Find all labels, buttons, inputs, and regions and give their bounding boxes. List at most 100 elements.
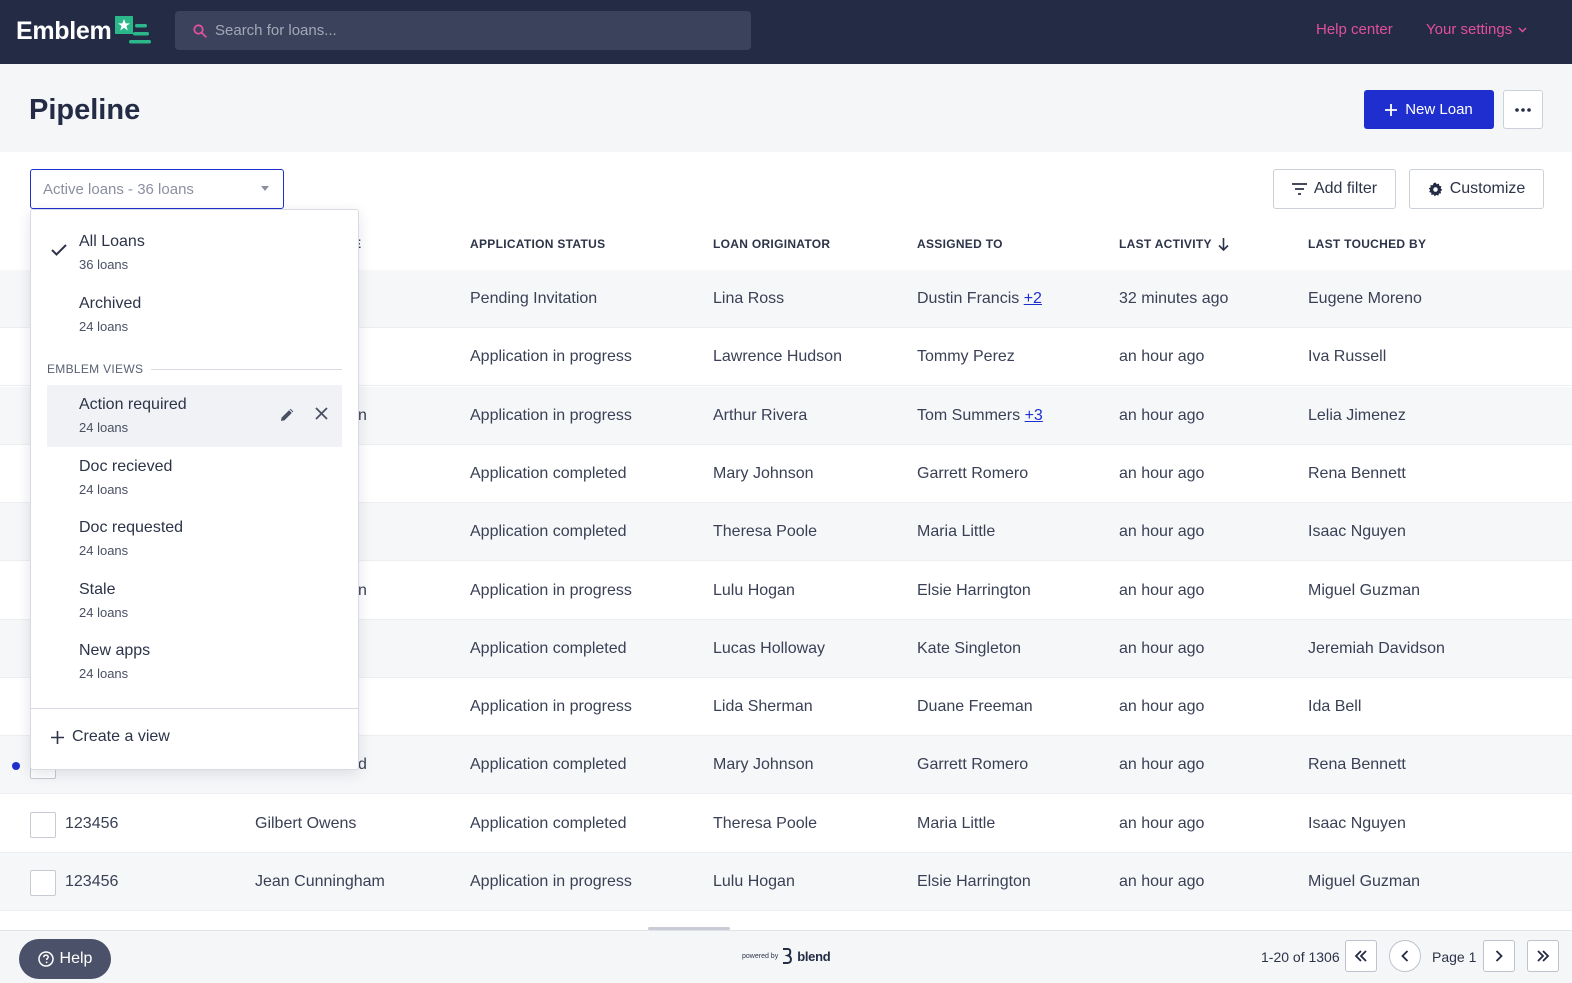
cell-borrower-text: Gilbert Owens [255,814,357,832]
search-icon [193,23,207,38]
chevron-right-icon [1495,950,1503,962]
cell-borrower: Jean Cunningham [255,873,385,891]
last-page-button[interactable] [1527,940,1559,972]
menu-view-action-required[interactable]: Action required 24 loans [47,385,342,447]
column-header-status[interactable]: APPLICATION STATUS [470,237,606,251]
cell-originator: Lida Sherman [713,698,813,716]
add-filter-label: Add filter [1313,180,1378,197]
menu-view-new-apps[interactable]: New apps 24 loans [47,631,342,693]
top-navbar: Emblem Help center Your settings [0,0,1572,64]
column-header-activity[interactable]: LAST ACTIVITY [1119,237,1229,251]
cell-activity: an hour ago [1119,815,1204,833]
search-bar [175,11,751,50]
ellipsis-icon [1515,107,1531,112]
views-dropdown-menu: All Loans 36 loans Archived 24 loans EMB… [30,209,359,770]
question-circle-icon [37,951,54,967]
column-header-touched[interactable]: LAST TOUCHED BY [1308,237,1427,251]
cell-activity-text: an hour ago [1119,348,1205,366]
settings-menu[interactable]: Your settings [1426,21,1527,38]
pencil-icon[interactable] [280,407,295,422]
emblem-logo[interactable]: Emblem [16,14,153,48]
cell-originator-text: Lulu Hogan [713,873,795,890]
menu-item-all-loans[interactable]: All Loans 36 loans [47,222,342,284]
menu-item-label: Action required [79,396,187,413]
cell-loan-id-text: 123456 [65,873,119,890]
cell-touched: Rena Bennett [1308,756,1406,774]
new-loan-button[interactable]: New Loan [1364,90,1494,129]
cell-originator: Theresa Poole [713,523,817,541]
table-row[interactable]: Application in progress Lawrence Hudson To… [0,328,1572,387]
cell-assigned-text: Tom Summers [917,406,1021,424]
double-chevron-right-icon [1537,950,1550,962]
cell-borrower: n [358,407,367,425]
row-checkbox[interactable] [30,811,56,838]
table-row[interactable]: Application completed Mary Johnson Garrett… [0,445,1572,503]
previous-page-button[interactable] [1389,940,1421,972]
table-row[interactable]: 123456 Jean Cunningham Application in prog… [0,853,1572,911]
chevron-down-icon [1518,26,1527,33]
view-select-dropdown[interactable]: Active loans - 36 loans [30,169,284,209]
unread-indicator [12,762,20,771]
help-center-link[interactable]: Help center [1316,21,1393,38]
cell-activity-text: an hour ago [1119,581,1205,599]
add-filter-button[interactable]: Add filter [1273,169,1396,209]
cell-loan-id: 123456 [65,815,118,833]
cell-originator-text: Lina Ross [713,290,785,307]
menu-item-count: 24 loans [79,482,129,497]
section-divider [151,368,342,370]
cell-assigned: Dustin Francis +2 [917,290,1042,308]
cell-assigned-text: Tommy Perez [917,348,1015,366]
next-page-button[interactable] [1483,940,1515,972]
cell-originator-text: Lulu Hogan [713,581,795,599]
cell-status-text: Application completed [470,523,627,541]
cell-touched: Miguel Guzman [1308,873,1420,891]
cell-originator-text: Mary Johnson [713,756,814,774]
cell-status: Application in progress [470,407,632,425]
menu-view-stale[interactable]: Stale 24 loans [47,570,342,632]
assigned-more-link[interactable]: +2 [1023,290,1042,307]
menu-item-label: New apps [79,642,151,659]
cell-originator-text: Theresa Poole [713,814,818,832]
caret-down-icon [261,186,269,191]
menu-view-doc-received[interactable]: Doc recieved 24 loans [47,447,342,509]
cell-assigned: Maria Little [917,815,995,833]
cell-activity: an hour ago [1119,348,1204,366]
search-input[interactable] [215,22,735,39]
menu-view-doc-requested[interactable]: Doc requested 24 loans [47,508,342,570]
cell-touched-text: Rena Bennett [1308,756,1406,774]
logo-flag-icon [115,16,152,44]
cell-originator-text: Lida Sherman [713,698,813,716]
create-view-button[interactable]: Create a view [51,728,170,746]
horizontal-scrollbar[interactable] [648,927,730,930]
new-loan-label: New Loan [1405,101,1473,118]
cell-activity: an hour ago [1119,465,1204,483]
table-row[interactable]: 123456 Gilbert Owens Application completed… [0,795,1572,853]
first-page-button[interactable] [1345,940,1377,972]
more-options-button[interactable] [1503,90,1543,129]
menu-divider [31,708,358,709]
cell-activity-text: an hour ago [1119,464,1205,482]
cell-originator: Lulu Hogan [713,582,795,600]
menu-item-archived[interactable]: Archived 24 loans [47,284,342,346]
help-button[interactable]: Help [19,939,111,979]
cell-assigned-text: Elsie Harrington [917,873,1031,890]
column-header-assigned[interactable]: ASSIGNED TO [917,237,1003,251]
cell-touched-text: Miguel Guzman [1308,581,1421,599]
cell-activity-text: an hour ago [1119,873,1205,890]
cell-assigned: Tommy Perez [917,348,1015,366]
cell-status-text: Application in progress [470,581,632,599]
customize-label: Customize [1449,180,1526,197]
cell-originator-text: Arthur Rivera [713,406,808,424]
cell-touched: Miguel Guzman [1308,582,1420,600]
cell-assigned-text: Maria Little [917,523,996,541]
cell-activity: an hour ago [1119,873,1204,891]
column-header-originator[interactable]: LOAN ORIGINATOR [713,237,831,251]
menu-item-label: All Loans [79,233,145,250]
cell-assigned: Elsie Harrington [917,582,1031,600]
cell-touched: Ida Bell [1308,698,1361,716]
row-checkbox[interactable] [30,870,56,896]
assigned-more-link[interactable]: +3 [1024,406,1043,424]
customize-button[interactable]: Customize [1409,169,1544,209]
close-icon[interactable] [315,407,328,420]
cell-originator-text: Lawrence Hudson [713,348,842,366]
